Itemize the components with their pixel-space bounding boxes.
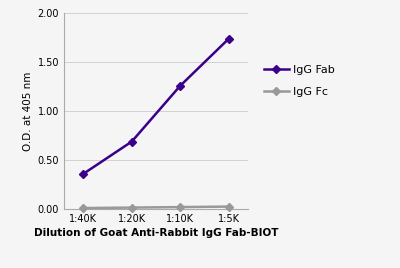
- IgG Fc: [129, 206, 134, 209]
- IgG Fc: [81, 206, 86, 210]
- IgG Fab: [81, 172, 86, 176]
- X-axis label: Dilution of Goat Anti-Rabbit IgG Fab-BIOT: Dilution of Goat Anti-Rabbit IgG Fab-BIO…: [34, 228, 278, 238]
- IgG Fab: [226, 37, 231, 40]
- Y-axis label: O.D. at 405 nm: O.D. at 405 nm: [24, 72, 34, 151]
- IgG Fc: [178, 206, 183, 209]
- IgG Fab: [178, 84, 183, 87]
- Line: IgG Fc: IgG Fc: [80, 204, 232, 211]
- Line: IgG Fab: IgG Fab: [80, 36, 232, 177]
- IgG Fc: [226, 205, 231, 208]
- IgG Fab: [129, 140, 134, 143]
- Legend: IgG Fab, IgG Fc: IgG Fab, IgG Fc: [261, 62, 338, 100]
